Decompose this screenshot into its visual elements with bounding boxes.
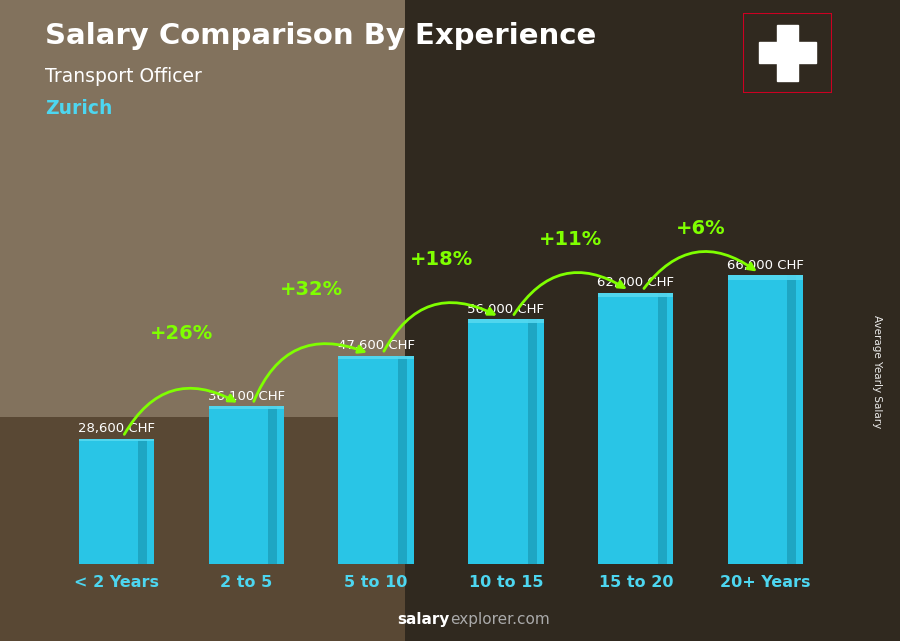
Text: explorer.com: explorer.com <box>450 612 550 627</box>
Bar <box>777 25 798 81</box>
Bar <box>468 319 544 323</box>
Text: 66,000 CHF: 66,000 CHF <box>727 259 804 272</box>
Bar <box>405 0 900 641</box>
Text: 47,600 CHF: 47,600 CHF <box>338 339 415 353</box>
Bar <box>0 417 405 641</box>
Text: 36,100 CHF: 36,100 CHF <box>208 390 284 403</box>
Bar <box>79 439 154 441</box>
Bar <box>79 439 154 564</box>
FancyArrowPatch shape <box>254 344 364 401</box>
Bar <box>598 293 673 297</box>
Bar <box>658 293 667 564</box>
Text: 56,000 CHF: 56,000 CHF <box>467 303 544 315</box>
Text: Transport Officer: Transport Officer <box>45 67 202 87</box>
Bar <box>728 276 803 279</box>
Text: +6%: +6% <box>676 219 725 238</box>
FancyArrowPatch shape <box>514 272 625 315</box>
FancyArrowPatch shape <box>644 251 754 288</box>
Bar <box>209 406 284 408</box>
FancyArrowPatch shape <box>384 303 494 351</box>
Bar <box>527 319 536 564</box>
Text: salary: salary <box>398 612 450 627</box>
Text: +32%: +32% <box>280 280 343 299</box>
Text: 28,600 CHF: 28,600 CHF <box>78 422 155 435</box>
Text: Salary Comparison By Experience: Salary Comparison By Experience <box>45 22 596 51</box>
FancyArrowPatch shape <box>124 388 235 435</box>
Text: +11%: +11% <box>539 230 602 249</box>
Bar <box>139 439 148 564</box>
Bar <box>759 42 816 63</box>
Bar <box>209 406 284 564</box>
Text: Zurich: Zurich <box>45 99 112 119</box>
Bar <box>398 356 407 564</box>
Bar <box>338 356 414 359</box>
Bar <box>788 276 796 564</box>
Bar <box>338 356 414 564</box>
Bar <box>0 0 405 417</box>
Bar <box>728 276 803 564</box>
Bar <box>268 406 277 564</box>
Text: 62,000 CHF: 62,000 CHF <box>598 276 674 289</box>
Text: +18%: +18% <box>410 250 472 269</box>
Text: Average Yearly Salary: Average Yearly Salary <box>872 315 883 428</box>
Text: +26%: +26% <box>149 324 213 343</box>
Bar <box>598 293 673 564</box>
Bar <box>468 319 544 564</box>
